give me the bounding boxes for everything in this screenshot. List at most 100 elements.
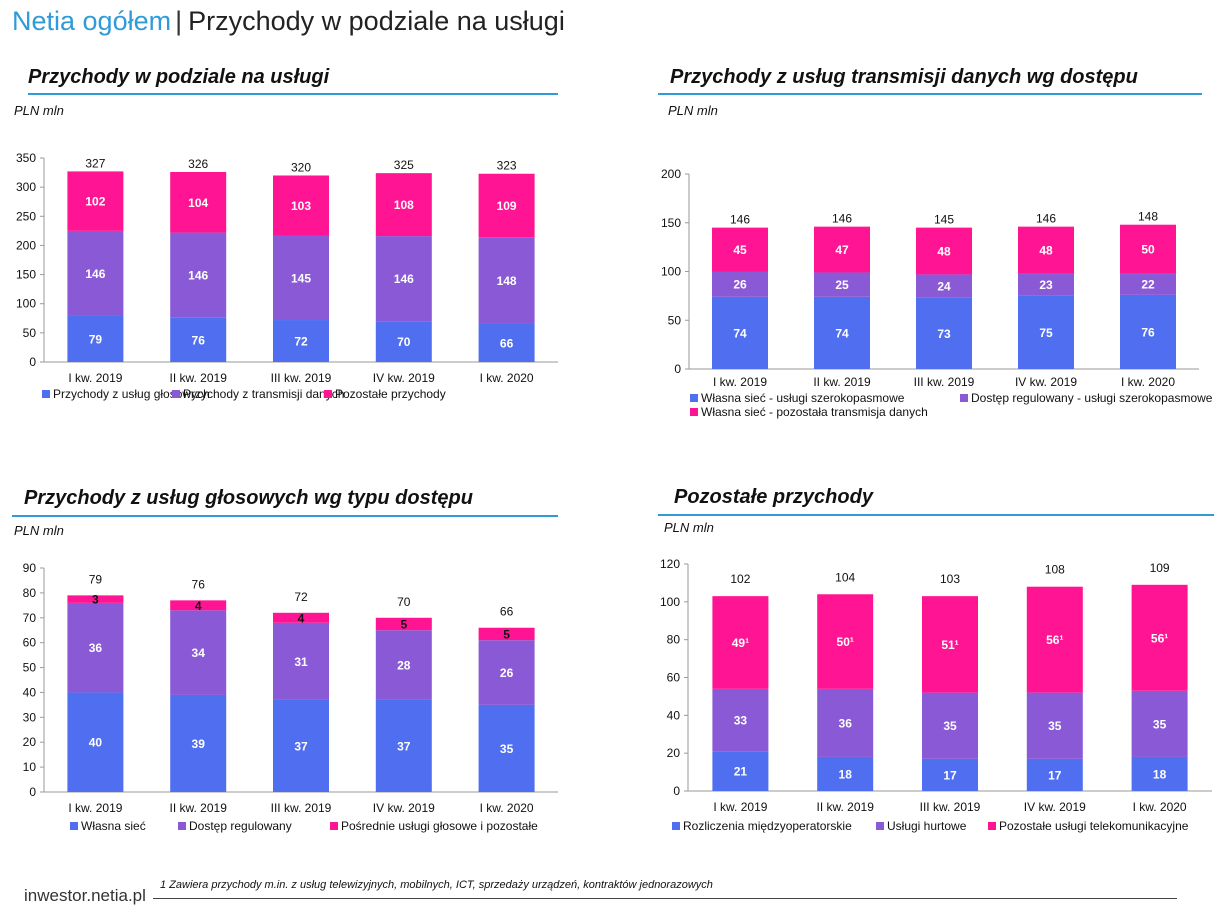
data-label: 28 <box>397 659 411 673</box>
page-title: Netia ogółem | Przychody w podziale na usł… <box>12 6 565 37</box>
total-label: 320 <box>291 160 311 174</box>
bar-segment <box>273 175 329 236</box>
y-tick-label: 0 <box>29 785 36 799</box>
legend-label: Pozostałe usługi telekomunikacyjne <box>999 819 1189 833</box>
bar-segment <box>1120 273 1176 295</box>
y-tick-label: 20 <box>23 735 37 749</box>
panel-divider <box>658 93 1202 95</box>
bar-segment <box>712 227 768 272</box>
data-label: 47 <box>835 243 849 257</box>
x-tick-label: II kw. 2019 <box>170 801 228 815</box>
unit-label: PLN mln <box>668 103 718 118</box>
bar-segment <box>478 237 535 324</box>
total-label: 323 <box>497 159 517 173</box>
bar-segment <box>273 235 329 321</box>
data-label: 146 <box>85 267 105 281</box>
legend-swatch <box>960 394 968 402</box>
data-label: 23 <box>1039 278 1053 292</box>
data-label: 146 <box>188 269 208 283</box>
data-label: 75 <box>1039 326 1053 340</box>
y-tick-label: 10 <box>23 760 37 774</box>
y-tick-label: 150 <box>661 216 681 230</box>
legend-swatch <box>876 822 884 830</box>
data-label: 35 <box>500 742 514 756</box>
data-label: 148 <box>497 274 517 288</box>
legend-label: Własna sieć - usługi szerokopasmowe <box>701 391 905 405</box>
bar-segment <box>67 230 124 316</box>
legend-swatch <box>178 822 186 830</box>
panel-data-transmission: Przychody z usług transmisji danych wg d… <box>658 66 1202 426</box>
bar-segment <box>712 688 769 752</box>
y-tick-label: 30 <box>23 710 37 724</box>
panel-title: Przychody z usług głosowych wg typu dost… <box>24 487 473 509</box>
data-label: 56¹ <box>1151 631 1168 645</box>
bar-segment <box>273 622 329 700</box>
total-label: 327 <box>85 156 105 170</box>
footer-site[interactable]: inwestor.netia.pl <box>24 886 146 905</box>
total-label: 104 <box>835 570 855 584</box>
bar-segment <box>170 317 227 362</box>
bar-segment <box>916 227 972 275</box>
x-tick-label: II kw. 2019 <box>170 371 228 385</box>
total-label: 109 <box>1150 561 1170 575</box>
data-label: 45 <box>733 243 747 257</box>
bar-segment <box>273 699 329 792</box>
bar-segment <box>922 596 978 693</box>
y-tick-label: 0 <box>29 355 36 369</box>
x-tick-label: III kw. 2019 <box>920 800 981 814</box>
legend-swatch <box>672 822 680 830</box>
bar-segment <box>712 596 769 689</box>
bar-segment <box>1026 692 1083 759</box>
bar-segment <box>712 296 768 369</box>
data-label: 26 <box>500 666 514 680</box>
legend-swatch <box>70 822 78 830</box>
legend-label: Dostęp regulowany - usługi szerokopasmow… <box>971 391 1213 405</box>
data-label: 79 <box>89 332 103 346</box>
panel-title: Przychody w podziale na usługi <box>28 66 330 88</box>
panel-divider <box>12 515 558 517</box>
data-label: 50¹ <box>837 635 854 649</box>
y-tick-label: 60 <box>667 671 681 685</box>
unit-label: PLN mln <box>664 520 714 535</box>
x-tick-label: I kw. 2020 <box>480 801 534 815</box>
data-label: 146 <box>394 272 414 286</box>
y-tick-label: 300 <box>16 180 36 194</box>
legend-swatch <box>172 390 180 398</box>
bar-segment <box>1026 758 1083 791</box>
bar-segment <box>1120 224 1176 274</box>
footer-divider <box>153 898 1177 899</box>
data-label: 26 <box>733 278 747 292</box>
total-label: 103 <box>940 572 960 586</box>
data-label: 5 <box>400 618 407 632</box>
legend-swatch <box>690 394 698 402</box>
data-label: 109 <box>497 199 517 213</box>
y-tick-label: 60 <box>23 636 37 650</box>
panel-voice-revenue: Przychody z usług głosowych wg typu dost… <box>12 487 558 837</box>
panel-title: Przychody z usług transmisji danych wg d… <box>670 66 1138 88</box>
bar-segment <box>1018 273 1074 296</box>
data-label: 34 <box>192 646 206 660</box>
legend-swatch <box>690 408 698 416</box>
unit-label: PLN mln <box>14 103 64 118</box>
bar-segment <box>1018 226 1074 274</box>
total-label: 326 <box>188 157 208 171</box>
total-label: 146 <box>1036 212 1056 226</box>
x-tick-label: IV kw. 2019 <box>373 801 435 815</box>
total-label: 70 <box>397 595 411 609</box>
total-label: 76 <box>192 577 206 591</box>
bar-segment <box>170 610 227 695</box>
data-label: 36 <box>89 641 103 655</box>
y-tick-label: 50 <box>23 661 37 675</box>
y-tick-label: 40 <box>667 708 681 722</box>
panel-divider <box>658 514 1214 516</box>
data-label: 22 <box>1141 278 1155 292</box>
data-label: 76 <box>192 333 206 347</box>
bar-segment <box>922 758 978 791</box>
x-tick-label: I kw. 2020 <box>1121 375 1175 389</box>
y-tick-label: 200 <box>661 167 681 181</box>
x-tick-label: IV kw. 2019 <box>373 371 435 385</box>
title-separator: | <box>175 6 183 36</box>
x-tick-label: I kw. 2019 <box>713 375 767 389</box>
